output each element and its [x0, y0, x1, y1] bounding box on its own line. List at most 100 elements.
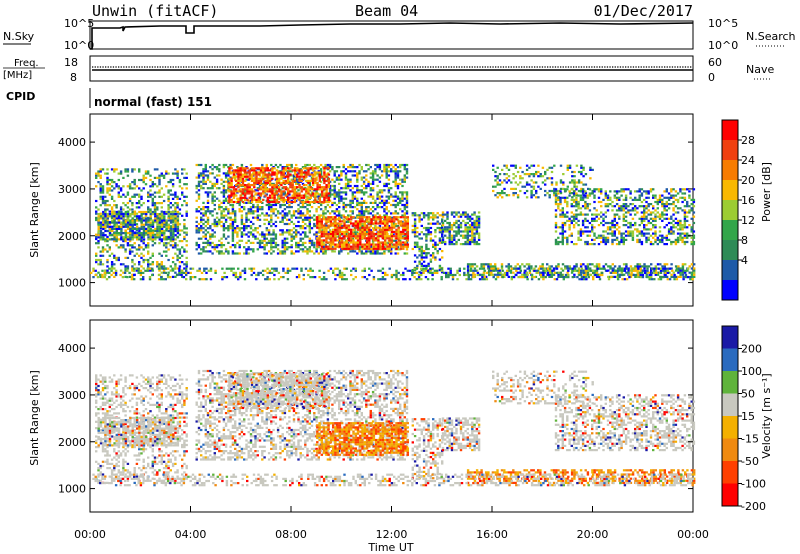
range-gate-cell [340, 214, 343, 217]
range-gate-cell [579, 271, 583, 274]
range-gate-cell [262, 173, 265, 176]
range-gate-cell [280, 171, 283, 174]
range-gate-cell [111, 219, 114, 222]
range-gate-cell [119, 269, 123, 272]
range-gate-cell [356, 180, 359, 183]
range-gate-cell [290, 246, 293, 249]
range-gate-cell [395, 218, 398, 221]
range-gate-cell [453, 238, 456, 241]
range-gate-cell [448, 234, 451, 237]
range-gate-cell [142, 235, 145, 238]
range-gate-cell [356, 201, 359, 204]
range-gate-cell [325, 218, 328, 221]
range-gate-cell [178, 256, 182, 259]
range-gate-cell [133, 193, 136, 196]
range-gate-cell [489, 273, 492, 276]
range-gate-cell [530, 185, 533, 188]
range-gate-cell [311, 194, 315, 197]
range-gate-cell [383, 189, 386, 192]
range-gate-cell [553, 189, 556, 193]
range-gate-cell [388, 235, 391, 238]
range-gate-cell [468, 243, 472, 246]
range-gate-cell [234, 174, 237, 177]
range-gate-cell [322, 239, 326, 242]
range-gate-cell [306, 216, 309, 219]
range-gate-cell [359, 222, 362, 225]
range-gate-cell [128, 275, 132, 278]
range-gate-cell [252, 233, 255, 236]
range-gate-cell [399, 220, 403, 223]
range-gate-cell [448, 224, 451, 227]
range-gate-cell [218, 170, 221, 173]
range-gate-cell [165, 242, 168, 245]
range-gate-cell [289, 181, 292, 185]
range-gate-cell [228, 198, 231, 201]
range-gate-cell [438, 247, 442, 251]
range-gate-cell [525, 181, 529, 184]
range-gate-cell [507, 168, 511, 171]
range-gate-cell [218, 168, 221, 171]
range-gate-cell [117, 238, 121, 241]
range-gate-cell [638, 263, 642, 266]
range-gate-cell [140, 219, 143, 222]
range-gate-cell [403, 180, 406, 183]
range-gate-cell [416, 226, 419, 230]
range-gate-cell [554, 192, 558, 195]
range-gate-cell [471, 273, 474, 276]
range-gate-cell [106, 208, 109, 211]
range-gate-cell [354, 226, 357, 229]
range-gate-cell [313, 214, 316, 217]
range-gate-cell [368, 226, 371, 229]
range-gate-cell [270, 244, 273, 247]
range-gate-cell [392, 180, 395, 183]
range-gate-cell [277, 200, 281, 204]
range-gate-cell [322, 235, 326, 238]
range-gate-cell [211, 246, 214, 249]
range-gate-cell [290, 244, 293, 247]
range-gate-cell [535, 192, 538, 195]
range-gate-cell [284, 167, 288, 170]
range-gate-cell [453, 236, 456, 239]
range-gate-cell [290, 229, 293, 232]
range-gate-cell [171, 269, 175, 272]
range-gate-cell [343, 245, 346, 248]
range-gate-cell [550, 170, 554, 174]
range-gate-cell [304, 163, 307, 167]
range-gate-cell [525, 275, 529, 278]
range-gate-cell [322, 210, 325, 213]
range-gate-cell [347, 214, 350, 217]
range-gate-cell [245, 220, 248, 223]
range-gate-cell [308, 237, 311, 240]
range-gate-cell [174, 265, 177, 268]
range-gate-cell [308, 218, 311, 221]
range-gate-cell [369, 182, 372, 185]
range-gate-cell [206, 174, 210, 177]
range-gate-cell [473, 236, 476, 239]
range-gate-cell [131, 250, 134, 253]
range-gate-cell [174, 202, 177, 205]
range-gate-cell [102, 227, 105, 230]
range-gate-cell [156, 263, 159, 266]
range-gate-cell [124, 269, 127, 272]
range-gate-cell [516, 263, 519, 266]
range-gate-cell [200, 174, 203, 177]
range-gate-cell [298, 192, 301, 195]
range-gate-cell [566, 267, 569, 270]
range-gate-cell [147, 236, 150, 239]
range-gate-cell [276, 248, 280, 251]
range-gate-cell [120, 221, 123, 224]
range-gate-cell [352, 245, 355, 248]
range-gate-cell [350, 218, 353, 221]
range-gate-cell [95, 216, 98, 219]
range-gate-cell [363, 237, 366, 240]
range-gate-cell [347, 180, 350, 183]
range-gate-cell [369, 225, 372, 228]
range-gate-cell [563, 190, 567, 193]
range-gate-cell [367, 210, 370, 213]
range-gate-cell [171, 275, 175, 278]
range-gate-cell [227, 212, 230, 215]
range-gate-cell [167, 213, 170, 216]
range-gate-cell [99, 174, 102, 177]
range-gate-cell [396, 248, 400, 251]
range-gate-cell [530, 192, 533, 195]
